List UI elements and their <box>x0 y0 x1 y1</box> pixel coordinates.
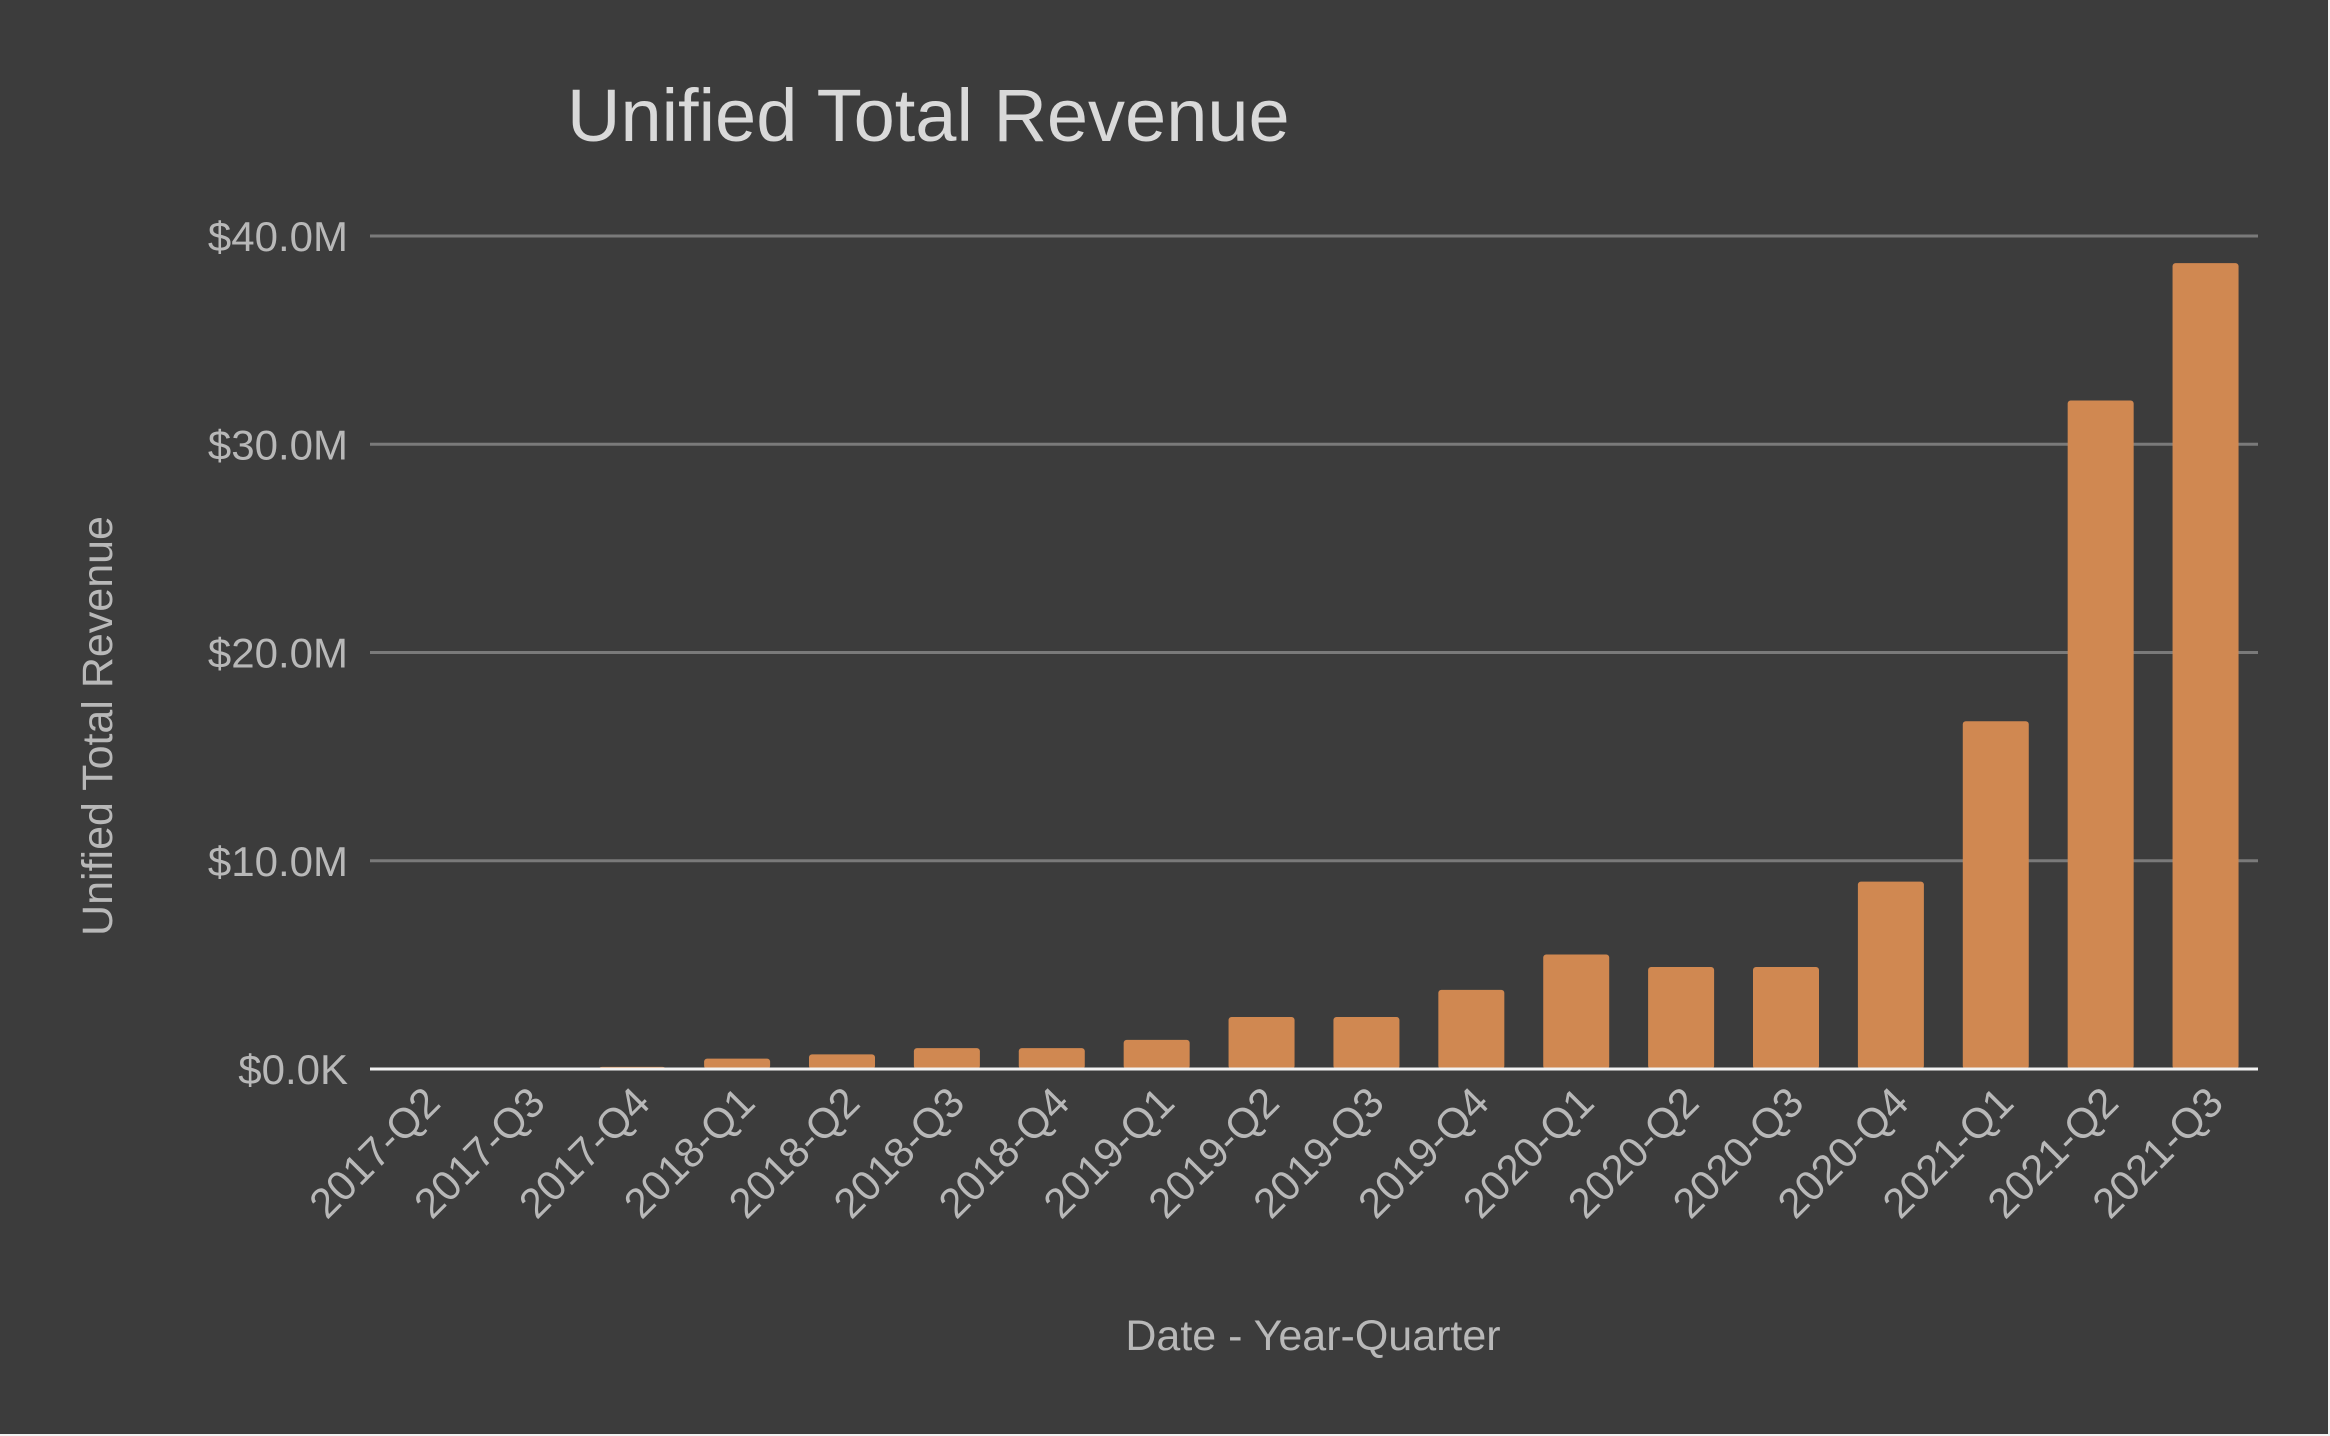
y-tick-label: $0.0K <box>238 1046 348 1093</box>
y-tick-label: $30.0M <box>208 421 348 468</box>
y-tick-label: $20.0M <box>208 630 348 677</box>
bar-2020-q3[interactable] <box>1753 966 1819 1069</box>
x-axis-ticks: 2017-Q22017-Q32017-Q42018-Q12018-Q22018-… <box>300 1078 2232 1227</box>
bar-2021-q2[interactable] <box>2067 400 2134 1070</box>
bar-2018-q2[interactable] <box>809 1054 875 1069</box>
bar-2021-q1[interactable] <box>1962 721 2029 1069</box>
bar-2019-q4[interactable] <box>1438 989 1505 1069</box>
bar-2020-q4[interactable] <box>1857 881 1924 1069</box>
bar-2020-q2[interactable] <box>1648 966 1715 1069</box>
gridlines <box>370 234 2258 863</box>
bars <box>599 263 2239 1070</box>
bar-2021-q3[interactable] <box>2172 263 2239 1069</box>
y-axis-label: Unified Total Revenue <box>74 516 122 936</box>
bar-2019-q1[interactable] <box>1123 1039 1190 1069</box>
bar-2019-q3[interactable] <box>1333 1016 1400 1069</box>
y-tick-label: $40.0M <box>208 213 348 260</box>
bar-2020-q1[interactable] <box>1543 954 1610 1069</box>
bar-2018-q3[interactable] <box>913 1048 980 1069</box>
y-tick-label: $10.0M <box>208 838 348 885</box>
x-axis-label: Date - Year-Quarter <box>1125 1312 1500 1360</box>
bar-2019-q2[interactable] <box>1228 1016 1295 1069</box>
bar-2018-q4[interactable] <box>1018 1048 1085 1069</box>
chart-title: Unified Total Revenue <box>567 74 1290 157</box>
y-axis-ticks: $0.0K $10.0M $20.0M $30.0M $40.0M <box>208 213 348 1093</box>
bar-2018-q1[interactable] <box>704 1058 771 1069</box>
